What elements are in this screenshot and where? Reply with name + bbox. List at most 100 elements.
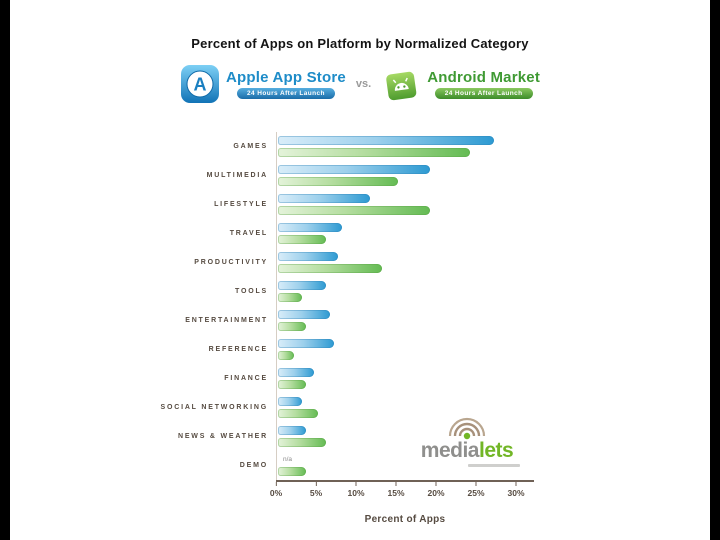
- android-bar: [278, 177, 398, 186]
- tick-mark: [315, 482, 317, 486]
- x-axis-title: Percent of Apps: [364, 514, 446, 525]
- x-tick: 30%: [507, 482, 525, 498]
- android-bar: [278, 351, 294, 360]
- na-note: n/a: [283, 456, 293, 463]
- category-label: LIFESTYLE: [214, 201, 268, 208]
- chart-row: PRODUCTIVITY: [32, 248, 552, 277]
- apple-bar: [278, 397, 302, 406]
- bar-group: n/a: [276, 455, 552, 476]
- bar-chart: GAMES MULTIMEDIA LIFESTYLE TRAVEL PRODUCTIVI…: [32, 132, 552, 525]
- apple-bar: [278, 426, 306, 435]
- category-label: TRAVEL: [229, 230, 268, 237]
- y-axis-line: [276, 132, 277, 480]
- android-bar: [278, 467, 306, 476]
- category-label: REFERENCE: [208, 346, 268, 353]
- bar-group: [276, 165, 552, 186]
- bar-group: [276, 310, 552, 331]
- category-label: FINANCE: [224, 375, 268, 382]
- vs-label: vs.: [355, 78, 372, 90]
- category-label: DEMO: [239, 462, 268, 469]
- android-bar: [278, 438, 326, 447]
- category-label: TOOLS: [235, 288, 268, 295]
- medialets-signal-icon: [448, 417, 486, 440]
- tick-label: 30%: [507, 488, 525, 498]
- apple-bar: [278, 165, 430, 174]
- x-tick: 25%: [467, 482, 485, 498]
- tick-label: 25%: [467, 488, 485, 498]
- chart-title: Percent of Apps on Platform by Normalize…: [191, 36, 529, 51]
- tick-label: 10%: [347, 488, 365, 498]
- bar-group: [276, 194, 552, 215]
- android-banner: 24 Hours After Launch: [434, 88, 533, 99]
- medialets-wordmark: medialets: [408, 440, 526, 461]
- chart-row: SOCIAL NETWORKING: [32, 393, 552, 422]
- category-label: GAMES: [233, 143, 268, 150]
- tick-label: 15%: [387, 488, 405, 498]
- chart-row: MULTIMEDIA: [32, 161, 552, 190]
- x-tick: 15%: [387, 482, 405, 498]
- category-label: MULTIMEDIA: [206, 172, 268, 179]
- android-platform-name: Android Market: [427, 69, 541, 86]
- medialets-logo: medialets: [408, 410, 526, 467]
- slide: Percent of Apps on Platform by Normalize…: [10, 0, 710, 540]
- apple-app-store-block: A Apple App Store 24 Hours After Launch: [180, 64, 346, 104]
- tick-label: 5%: [309, 488, 323, 498]
- bar-group: [276, 252, 552, 273]
- x-tick: 5%: [310, 482, 322, 498]
- x-tick: 10%: [347, 482, 365, 498]
- tick-mark: [395, 482, 397, 486]
- apple-bar: [278, 136, 494, 145]
- tick-mark: [515, 482, 517, 486]
- apple-bar: [278, 310, 330, 319]
- svg-text:A: A: [193, 75, 206, 95]
- chart-row: NEWS & WEATHER: [32, 422, 552, 451]
- bar-group: [276, 368, 552, 389]
- logo-tagline: [468, 464, 520, 467]
- apple-app-store-icon: A: [180, 65, 219, 103]
- android-bar: [278, 235, 326, 244]
- android-text-block: Android Market 24 Hours After Launch: [427, 69, 540, 99]
- android-bar: [278, 322, 306, 331]
- x-tick: 20%: [427, 482, 445, 498]
- apple-bar: [278, 252, 338, 261]
- android-market-block: Android Market 24 Hours After Launch: [381, 64, 540, 104]
- android-bar: [278, 264, 382, 273]
- chart-row: ENTERTAINMENT: [32, 306, 552, 335]
- tick-label: 20%: [427, 488, 445, 498]
- android-bar: [278, 293, 302, 302]
- tick-mark: [475, 482, 477, 486]
- chart-row: LIFESTYLE: [32, 190, 552, 219]
- apple-bar: [278, 194, 370, 203]
- category-label: ENTERTAINMENT: [185, 317, 268, 324]
- apple-bar: [278, 368, 314, 377]
- chart-row: TOOLS: [32, 277, 552, 306]
- chart-row: TRAVEL: [32, 219, 552, 248]
- bar-group: [276, 339, 552, 360]
- tick-mark: [275, 482, 277, 486]
- category-label: NEWS & WEATHER: [177, 433, 268, 440]
- bar-group: [276, 223, 552, 244]
- apple-banner: 24 Hours After Launch: [237, 88, 335, 99]
- chart-row: FINANCE: [32, 364, 552, 393]
- android-bar: [278, 380, 306, 389]
- apple-bar: [278, 339, 334, 348]
- category-label: PRODUCTIVITY: [194, 259, 268, 266]
- x-tick: 0%: [270, 482, 282, 498]
- bar-group: [276, 136, 552, 157]
- tick-label: 0%: [269, 488, 283, 498]
- android-bar: [278, 206, 430, 215]
- x-axis-line: [276, 480, 534, 482]
- chart-rows: GAMES MULTIMEDIA LIFESTYLE TRAVEL PRODUCTIVI…: [32, 132, 552, 480]
- platform-header: A Apple App Store 24 Hours After Launch …: [10, 64, 710, 104]
- android-bar: [278, 148, 470, 157]
- logo-text-media: media: [420, 439, 480, 462]
- android-market-icon: [386, 71, 417, 101]
- x-axis-ticks: 0% 5% 10% 15% 20% 25% 30%: [270, 482, 534, 502]
- bar-group: [276, 426, 552, 447]
- apple-platform-name: Apple App Store: [225, 69, 346, 86]
- bar-group: [276, 281, 552, 302]
- chart-row: REFERENCE: [32, 335, 552, 364]
- apple-bar: [278, 281, 326, 290]
- chart-row: DEMO n/a: [32, 451, 552, 480]
- chart-row: GAMES: [32, 132, 552, 161]
